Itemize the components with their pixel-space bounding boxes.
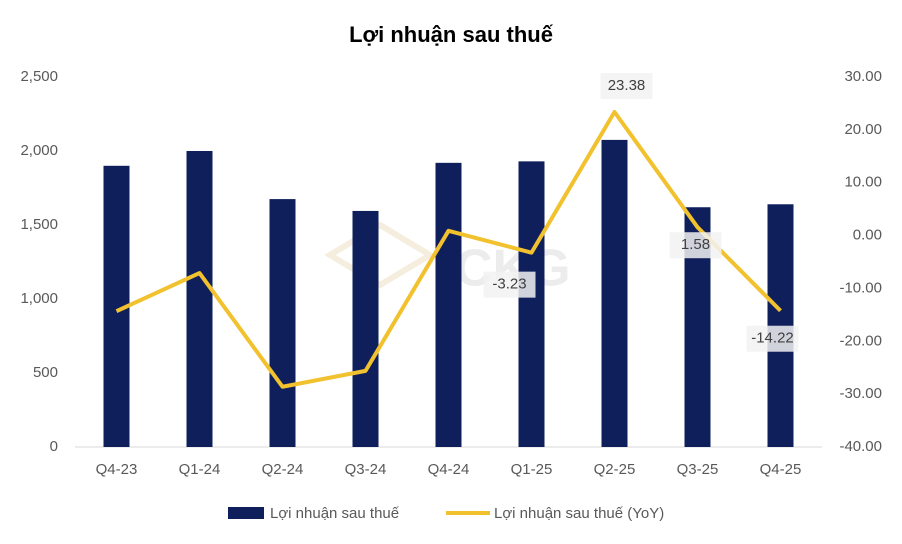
data-label: 1.58 xyxy=(681,236,710,253)
data-label: -3.23 xyxy=(492,276,526,293)
x-tick-label: Q4-25 xyxy=(760,461,802,478)
y2-tick-label: -20.00 xyxy=(839,332,882,349)
x-tick-label: Q1-24 xyxy=(179,461,221,478)
y2-tick-label: -10.00 xyxy=(839,279,882,296)
x-tick-label: Q3-24 xyxy=(345,461,387,478)
data-label-box xyxy=(600,72,653,99)
y2-tick-label: 10.00 xyxy=(844,174,882,191)
data-label-box xyxy=(669,232,722,259)
bar xyxy=(186,151,213,447)
x-tick-label: Q4-23 xyxy=(96,461,138,478)
data-label-box xyxy=(483,271,536,298)
chart-title: Lợi nhuận sau thuế xyxy=(349,22,554,47)
y-tick-label: 1,000 xyxy=(20,290,58,307)
y-tick-label: 0 xyxy=(50,438,58,455)
x-tick-label: Q2-25 xyxy=(594,461,636,478)
bar xyxy=(269,199,296,447)
y-tick-label: 2,000 xyxy=(20,142,58,159)
y2-tick-label: -30.00 xyxy=(839,385,882,402)
bar xyxy=(435,162,462,447)
legend-label: Lợi nhuận sau thuế xyxy=(270,505,400,522)
data-label-box xyxy=(746,325,799,352)
line xyxy=(115,109,782,389)
data-label: -14.22 xyxy=(751,330,794,347)
y-tick-label: 2,500 xyxy=(20,68,58,85)
bar xyxy=(601,139,628,447)
y2-tick-label: 20.00 xyxy=(844,121,882,138)
bar xyxy=(518,161,545,448)
bar xyxy=(352,210,379,447)
y2-tick-label: 0.00 xyxy=(853,227,882,244)
y-tick-label: 1,500 xyxy=(20,216,58,233)
x-tick-label: Q1-25 xyxy=(511,461,553,478)
data-label: 23.38 xyxy=(608,77,646,94)
x-tick-label: Q4-24 xyxy=(428,461,470,478)
x-tick-label: Q2-24 xyxy=(262,461,304,478)
y2-tick-label: 30.00 xyxy=(844,68,882,85)
legend-swatch xyxy=(228,507,264,519)
y-tick-label: 500 xyxy=(33,364,58,381)
bar xyxy=(767,204,794,447)
legend-label: Lợi nhuận sau thuế (YoY) xyxy=(494,505,664,522)
y2-tick-label: -40.00 xyxy=(839,438,882,455)
x-tick-label: Q3-25 xyxy=(677,461,719,478)
